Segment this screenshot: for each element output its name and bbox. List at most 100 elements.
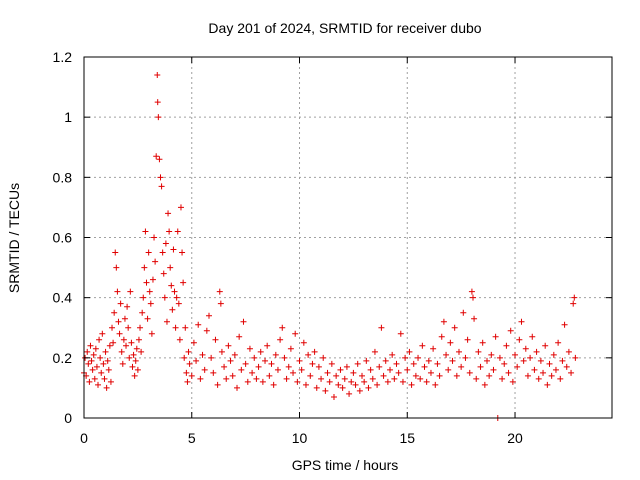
data-point (529, 333, 536, 340)
grid (84, 57, 612, 418)
data-point (393, 360, 400, 367)
data-point (176, 336, 183, 343)
data-point (313, 384, 320, 391)
data-point (145, 249, 152, 256)
data-point (488, 351, 495, 358)
data-point (516, 336, 523, 343)
data-point (571, 294, 578, 301)
x-tick-label: 5 (188, 430, 196, 446)
data-point (300, 339, 307, 346)
data-point (168, 282, 175, 289)
data-point (425, 357, 432, 364)
data-point (341, 375, 348, 382)
data-point (365, 384, 372, 391)
data-point (350, 369, 357, 376)
data-point (120, 336, 127, 343)
data-point (563, 363, 570, 370)
data-point (296, 357, 303, 364)
data-point (255, 363, 262, 370)
data-point (359, 372, 366, 379)
data-point (179, 249, 186, 256)
data-point (449, 357, 456, 364)
data-point (240, 318, 247, 325)
data-point (98, 369, 105, 376)
data-point (169, 306, 176, 313)
data-point (153, 153, 160, 160)
data-point (397, 330, 404, 337)
y-tick-label: 0.8 (53, 169, 73, 185)
data-point (151, 234, 158, 241)
data-point (568, 369, 575, 376)
data-point (109, 324, 116, 331)
data-point (236, 333, 243, 340)
data-point (307, 372, 314, 379)
data-point (152, 258, 159, 265)
data-point (274, 366, 281, 373)
data-point (264, 342, 271, 349)
y-tick-label: 1.2 (53, 49, 73, 65)
y-tick-label: 0.4 (53, 290, 73, 306)
data-point (438, 333, 445, 340)
data-point (389, 351, 396, 358)
data-point (89, 366, 96, 373)
data-point (268, 360, 275, 367)
data-point (110, 339, 117, 346)
data-point (159, 249, 166, 256)
data-point (315, 363, 322, 370)
chart-title: Day 201 of 2024, SRMTID for receiver dub… (208, 20, 481, 36)
data-point (440, 318, 447, 325)
data-point (471, 315, 478, 322)
data-point (408, 381, 415, 388)
data-point (531, 366, 538, 373)
data-point (335, 381, 342, 388)
data-point (270, 381, 277, 388)
data-point (311, 348, 318, 355)
data-point (320, 354, 327, 361)
data-point (121, 315, 128, 322)
data-point (101, 375, 108, 382)
data-point (451, 324, 458, 331)
data-point (116, 330, 123, 337)
data-point (217, 300, 224, 307)
data-point (507, 327, 514, 334)
data-point (266, 372, 273, 379)
data-point (548, 372, 555, 379)
data-point (231, 351, 238, 358)
data-point (572, 354, 579, 361)
data-point (318, 375, 325, 382)
data-point (246, 345, 253, 352)
x-tick-label: 0 (80, 430, 88, 446)
data-point (427, 369, 434, 376)
data-point (102, 348, 109, 355)
data-point (460, 309, 467, 316)
data-point (499, 375, 506, 382)
data-point (139, 309, 146, 316)
data-point (148, 330, 155, 337)
data-point (378, 324, 385, 331)
data-point (234, 384, 241, 391)
data-point (432, 381, 439, 388)
data-point (166, 228, 173, 235)
data-point (490, 366, 497, 373)
data-point (181, 354, 188, 361)
data-point (203, 327, 210, 334)
data-point (283, 375, 290, 382)
data-point (165, 210, 172, 217)
y-tick-label: 0.6 (53, 230, 73, 246)
data-point (97, 354, 104, 361)
data-point (175, 300, 182, 307)
data-point (210, 369, 217, 376)
data-point (354, 360, 361, 367)
data-point (188, 372, 195, 379)
data-point (417, 375, 424, 382)
data-point (156, 156, 163, 163)
data-point (103, 384, 110, 391)
data-point (96, 336, 103, 343)
data-point (88, 357, 95, 364)
data-point (85, 360, 92, 367)
data-point (100, 360, 107, 367)
data-point (512, 351, 519, 358)
data-point (415, 354, 422, 361)
data-point (170, 246, 177, 253)
data-point (453, 372, 460, 379)
